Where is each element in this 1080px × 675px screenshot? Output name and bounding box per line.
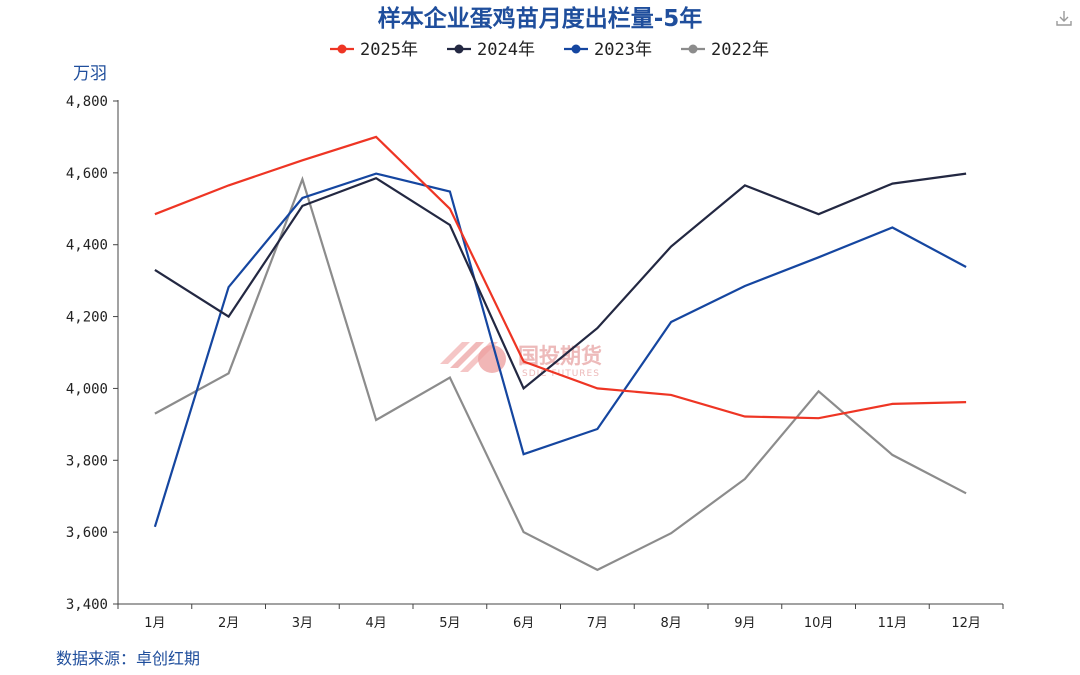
y-tick-label: 4,200 <box>66 310 108 326</box>
series-line-2023年 <box>153 172 967 528</box>
x-tick-label: 7月 <box>587 616 608 631</box>
x-tick-label: 2月 <box>218 616 239 631</box>
chart-title: 样本企业蛋鸡苗月度出栏量-5年 <box>378 5 703 32</box>
x-tick-label: 11月 <box>878 616 908 631</box>
series-lines <box>153 135 967 572</box>
legend-swatch-marker <box>454 44 464 54</box>
legend-swatch-marker <box>571 44 581 54</box>
legend-label: 2024年 <box>477 40 535 60</box>
x-tick-label: 5月 <box>439 616 460 631</box>
legend-swatch-marker <box>337 44 347 54</box>
x-tick-label: 10月 <box>804 616 834 631</box>
legend-item: 2023年 <box>564 40 652 60</box>
legend-swatch-marker <box>688 44 698 54</box>
x-tick-label: 1月 <box>144 616 165 631</box>
legend-label: 2025年 <box>360 40 418 60</box>
y-axis-ticks: 3,400 3,600 3,800 4,000 4,200 4,400 4,600 4,800 <box>66 94 118 613</box>
x-tick-label: 6月 <box>513 616 534 631</box>
y-tick-label: 4,400 <box>66 238 108 254</box>
watermark-logo <box>440 342 506 373</box>
chart-legend: 2025年 2024年 2023年 2022年 <box>330 40 769 60</box>
x-tick-label: 9月 <box>734 616 755 631</box>
series-line-2025年 <box>154 135 967 420</box>
legend-item: 2024年 <box>447 40 535 60</box>
legend-item: 2022年 <box>681 40 769 60</box>
y-tick-label: 3,400 <box>66 597 108 613</box>
x-tick-label: 3月 <box>292 616 313 631</box>
legend-label: 2023年 <box>594 40 652 60</box>
watermark: 国投期货 SDIC FUTURES <box>440 342 602 379</box>
y-tick-label: 4,000 <box>66 381 108 397</box>
x-tick-label: 8月 <box>660 616 681 631</box>
x-axis-ticks: 1月 2月 3月 4月 5月 6月 7月 8月 9月 10月 11月 12月 <box>117 604 1004 631</box>
series-line-2024年 <box>154 172 967 391</box>
y-tick-label: 3,600 <box>66 525 108 541</box>
legend-item: 2025年 <box>330 40 418 60</box>
y-tick-label: 4,800 <box>66 94 108 110</box>
y-tick-label: 4,600 <box>66 166 108 182</box>
y-axis-unit: 万羽 <box>73 64 107 84</box>
legend-label: 2022年 <box>711 40 769 60</box>
x-tick-label: 4月 <box>365 616 386 631</box>
source-note: 数据来源：卓创红期 <box>56 649 200 668</box>
x-tick-label: 12月 <box>951 616 981 631</box>
y-tick-label: 3,800 <box>66 453 108 469</box>
download-icon[interactable] <box>1056 11 1072 26</box>
